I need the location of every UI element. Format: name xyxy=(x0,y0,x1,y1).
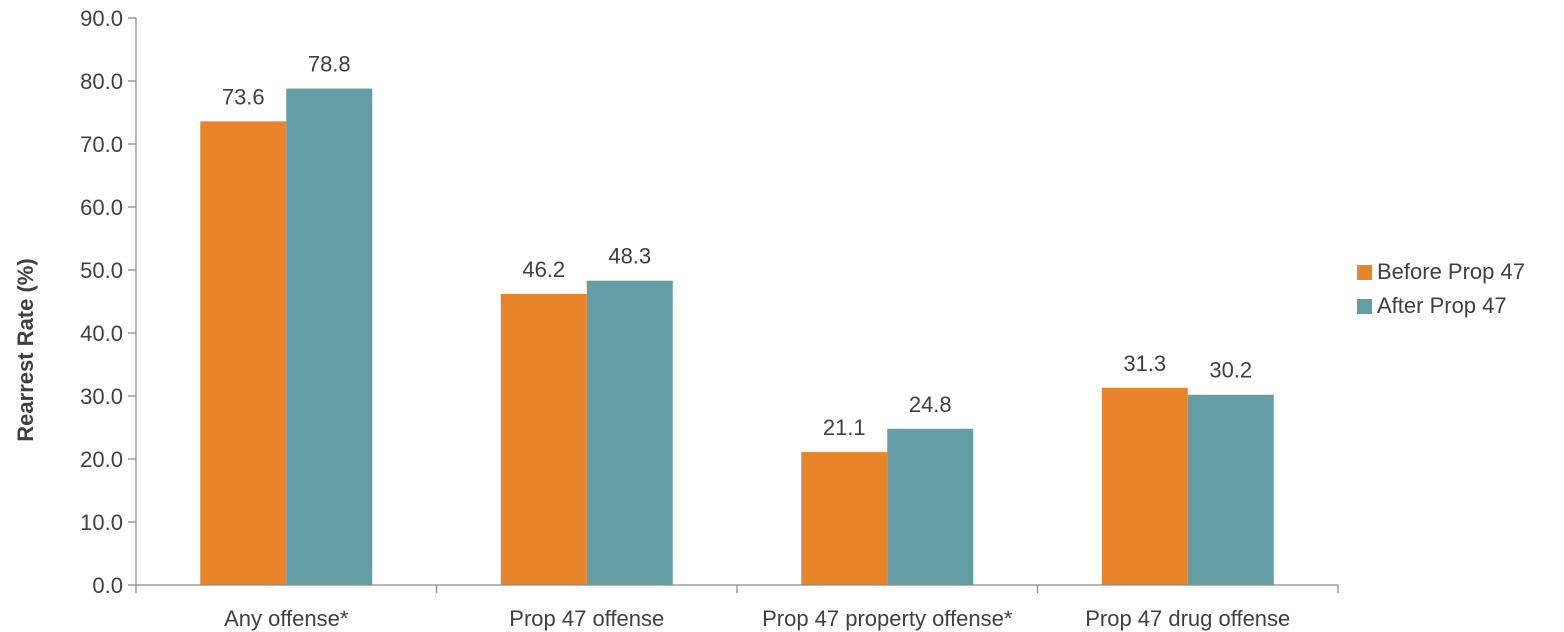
data-labels: 73.6 46.2 21.1 31.3 78.8 48.3 24.8 30.2 xyxy=(222,52,1252,441)
bar-after xyxy=(887,428,974,585)
bar-before xyxy=(500,293,587,585)
y-axis: 0.0 10.0 20.0 30.0 40.0 50.0 60.0 70.0 80.0 90.0 xyxy=(80,6,137,598)
legend-label-after: After Prop 47 xyxy=(1377,293,1507,318)
data-label: 78.8 xyxy=(308,52,351,77)
category-label: Any offense* xyxy=(224,606,349,631)
y-tick-label: 10.0 xyxy=(80,510,123,535)
data-label: 46.2 xyxy=(522,257,565,282)
legend-item-before: Before Prop 47 xyxy=(1357,255,1525,289)
category-label: Prop 47 drug offense xyxy=(1085,606,1290,631)
bar-after xyxy=(1187,394,1274,585)
y-axis-title: Rearrest Rate (%) xyxy=(13,258,38,441)
legend-item-after: After Prop 47 xyxy=(1357,289,1525,323)
bar-after xyxy=(286,88,373,585)
y-tick-label: 60.0 xyxy=(80,195,123,220)
y-tick-label: 30.0 xyxy=(80,384,123,409)
bar-before xyxy=(200,121,287,585)
data-label: 24.8 xyxy=(909,392,952,417)
data-label: 31.3 xyxy=(1123,351,1166,376)
bars xyxy=(200,88,1274,585)
data-label: 73.6 xyxy=(222,84,265,109)
legend-label-before: Before Prop 47 xyxy=(1377,259,1525,284)
y-tick-label: 70.0 xyxy=(80,132,123,157)
bar-before xyxy=(1101,387,1188,585)
bar-before xyxy=(801,452,888,585)
legend-swatch-before xyxy=(1357,264,1372,280)
y-tick-label: 90.0 xyxy=(80,6,123,31)
category-label: Prop 47 offense xyxy=(509,606,664,631)
y-tick-label: 20.0 xyxy=(80,447,123,472)
category-label: Prop 47 property offense* xyxy=(762,606,1013,631)
legend-swatch-after xyxy=(1357,298,1372,314)
y-tick-label: 80.0 xyxy=(80,69,123,94)
data-label: 30.2 xyxy=(1209,358,1252,383)
data-label: 48.3 xyxy=(608,244,651,269)
y-tick-label: 50.0 xyxy=(80,258,123,283)
data-label: 21.1 xyxy=(823,415,866,440)
y-tick-label: 40.0 xyxy=(80,321,123,346)
y-tick-label: 0.0 xyxy=(92,573,123,598)
x-axis: Any offense* Prop 47 offense Prop 47 prope… xyxy=(135,584,1339,631)
legend: Before Prop 47 After Prop 47 xyxy=(1357,255,1525,323)
bar-after xyxy=(586,280,673,585)
